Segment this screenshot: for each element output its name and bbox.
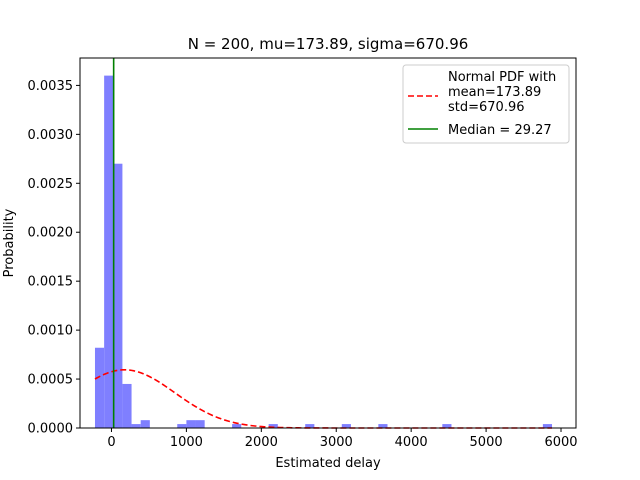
legend: Normal PDF with mean=173.89 std=670.96 Med… (402, 64, 570, 144)
x-tick-label: 2000 (245, 435, 278, 450)
plot-frame (79, 57, 577, 429)
legend-frame (402, 64, 570, 144)
chart-title: N = 200, mu=173.89, sigma=670.96 (188, 35, 469, 53)
y-axis-ticks: 0.0000 0.0005 0.0010 0.0015 0.0020 0.0025 0.00… (28, 79, 80, 437)
x-tick-label: 3000 (320, 435, 353, 450)
histogram-bar (140, 420, 150, 428)
y-tick-label: 0.0030 (28, 128, 74, 143)
y-tick-label: 0.0005 (28, 373, 74, 388)
histogram-bars (94, 75, 553, 429)
legend-median-label: Median = 29.27 (448, 123, 552, 138)
y-tick-label: 0.0000 (28, 422, 74, 437)
histogram-bar (113, 163, 123, 428)
y-tick-label: 0.0035 (28, 79, 74, 94)
histogram-bar (104, 75, 114, 429)
histogram-bar (94, 347, 105, 428)
x-tick-label: 6000 (544, 435, 577, 450)
y-tick-label: 0.0025 (28, 177, 74, 192)
x-axis-ticks: 0 1000 2000 3000 4000 5000 6000 (107, 428, 578, 450)
histogram-bar (177, 424, 187, 428)
y-tick-label: 0.0010 (28, 324, 74, 339)
y-tick-label: 0.0020 (28, 226, 74, 241)
x-tick-label: 0 (107, 435, 115, 450)
histogram-bar (378, 424, 388, 428)
histogram-bar (232, 424, 242, 428)
x-axis-label: Estimated delay (275, 456, 381, 471)
histogram-bar (305, 424, 315, 428)
legend-pdf-label: Normal PDF with mean=173.89 std=670.96 (448, 70, 556, 115)
x-tick-label: 1000 (170, 435, 203, 450)
y-tick-label: 0.0015 (28, 275, 74, 290)
x-tick-label: 5000 (470, 435, 503, 450)
histogram-bar (542, 424, 553, 428)
histogram-bar (131, 424, 141, 428)
histogram-bar (195, 420, 205, 428)
histogram-bar (341, 424, 351, 428)
x-tick-label: 4000 (395, 435, 428, 450)
histogram-bar (442, 424, 452, 428)
histogram-bar (186, 420, 196, 428)
y-axis-label: Probability (2, 208, 17, 277)
histogram-bar (122, 383, 132, 428)
histogram-bar (268, 424, 278, 428)
